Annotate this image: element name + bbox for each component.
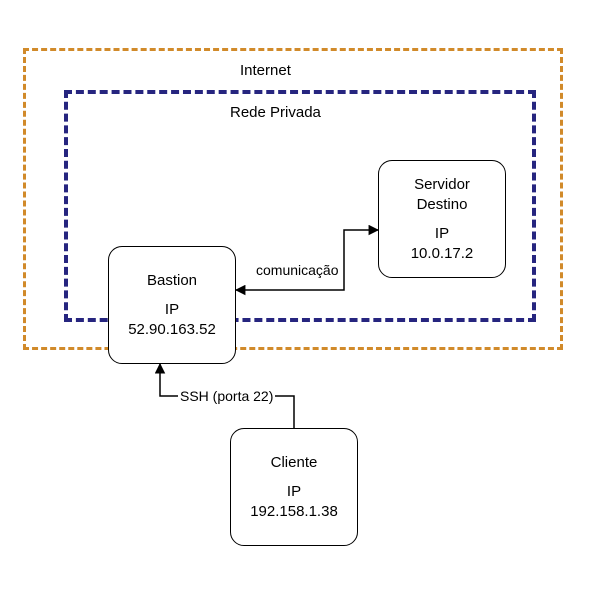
node-bastion-ip-label: IP [165,300,179,320]
edge-ssh-label: SSH (porta 22) [178,388,275,404]
region-private-network-label: Rede Privada [230,104,321,121]
edge-communication-label: comunicação [254,262,341,278]
node-client-title: Cliente [271,453,318,473]
node-destination-server-title: ServidorDestino [414,175,470,214]
node-client: Cliente IP 192.158.1.38 [230,428,358,546]
node-client-ip: 192.158.1.38 [250,502,338,522]
diagram-canvas: Internet Rede Privada Bastion IP 52.90.1… [0,0,600,600]
node-bastion-title: Bastion [147,271,197,291]
node-bastion-ip: 52.90.163.52 [128,320,216,340]
node-client-ip-label: IP [287,482,301,502]
node-destination-server-ip: 10.0.17.2 [411,244,474,264]
region-internet-label: Internet [240,62,291,79]
node-bastion: Bastion IP 52.90.163.52 [108,246,236,364]
node-destination-server-ip-label: IP [435,224,449,244]
node-destination-server: ServidorDestino IP 10.0.17.2 [378,160,506,278]
